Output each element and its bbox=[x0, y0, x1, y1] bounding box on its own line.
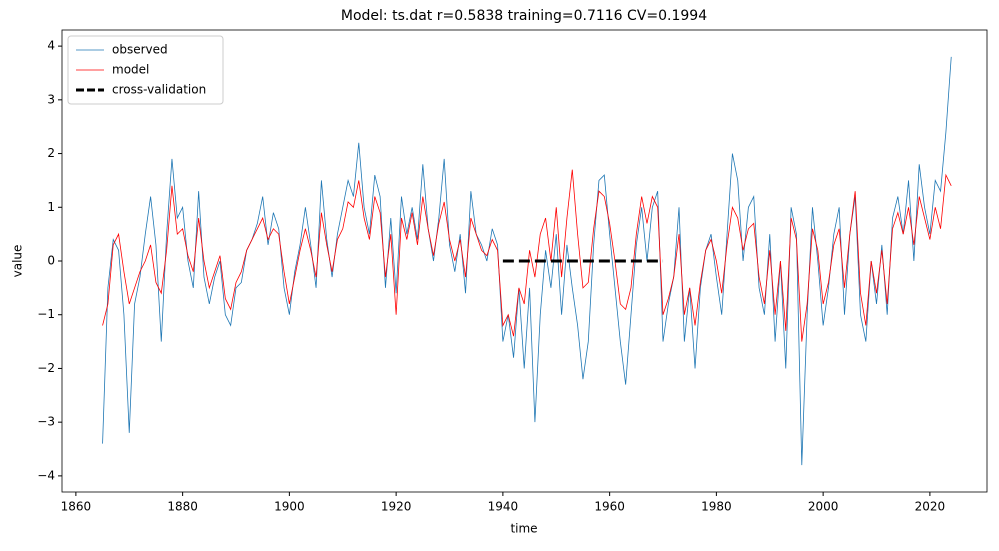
y-tick-label: 2 bbox=[47, 146, 55, 160]
series-line bbox=[102, 169, 952, 342]
y-tick-label: −4 bbox=[37, 468, 55, 482]
y-tick-label: 4 bbox=[47, 39, 55, 53]
y-tick-label: −1 bbox=[37, 307, 55, 321]
x-tick-label: 1880 bbox=[167, 500, 198, 514]
legend-box bbox=[67, 35, 224, 105]
y-tick-label: −3 bbox=[37, 415, 55, 429]
x-tick-label: 1900 bbox=[274, 500, 305, 514]
y-tick-label: 0 bbox=[47, 254, 55, 268]
plot-frame bbox=[61, 29, 988, 493]
legend-label: cross-validation bbox=[112, 83, 206, 97]
x-tick-label: 1940 bbox=[488, 500, 519, 514]
x-tick-label: 2020 bbox=[915, 500, 946, 514]
x-tick-label: 1960 bbox=[594, 500, 625, 514]
legend-label: model bbox=[112, 63, 149, 77]
y-tick-label: 1 bbox=[47, 200, 55, 214]
y-tick-label: −2 bbox=[37, 361, 55, 375]
x-tick-label: 1980 bbox=[701, 500, 732, 514]
x-tick-label: 1920 bbox=[381, 500, 412, 514]
x-tick-label: 2000 bbox=[808, 500, 839, 514]
x-axis-label: time bbox=[510, 522, 537, 536]
y-axis-label: value bbox=[11, 245, 25, 278]
x-tick-label: 1860 bbox=[61, 500, 92, 514]
legend-label: observed bbox=[112, 43, 168, 57]
y-tick-label: 3 bbox=[47, 92, 55, 106]
chart-title: Model: ts.dat r=0.5838 training=0.7116 C… bbox=[341, 8, 707, 24]
